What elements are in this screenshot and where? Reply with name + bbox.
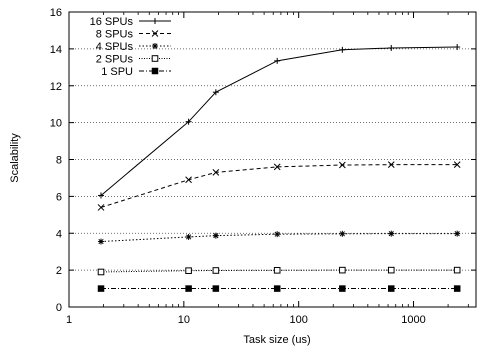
axes: 0 2 4 6 8 10 12 14 16 1 10 100 1000 [50, 7, 477, 326]
data-point [388, 285, 395, 292]
y-tick-label: 14 [50, 44, 62, 56]
y-tick-label: 4 [56, 228, 62, 240]
data-point [339, 266, 346, 274]
legend-entry: 1 SPU [101, 66, 171, 78]
series-2 [98, 230, 461, 245]
legend-label: 2 SPUs [96, 54, 134, 66]
data-point [185, 176, 192, 184]
data-point [212, 169, 220, 176]
y-tick-label: 0 [56, 302, 62, 314]
y-tick-label: 2 [56, 265, 62, 277]
data-point [273, 163, 281, 171]
legend-marker [151, 30, 159, 37]
series-4 [97, 285, 461, 292]
data-point [339, 46, 346, 53]
data-point [387, 266, 395, 274]
data-point [97, 204, 105, 211]
legend-marker [151, 67, 159, 75]
series-1 [97, 161, 461, 211]
data-point [212, 232, 219, 239]
data-point [98, 238, 105, 245]
data-point [453, 161, 461, 169]
data-point [185, 233, 192, 240]
data-point [338, 161, 346, 169]
legend-label: 4 SPUs [96, 41, 134, 53]
data-point [98, 192, 105, 199]
series-line [100, 233, 458, 243]
y-tick-label: 16 [50, 7, 62, 19]
data-point [339, 230, 346, 237]
legend-label: 8 SPUs [96, 29, 134, 41]
y-tick-label: 6 [56, 191, 62, 203]
data-point [273, 285, 281, 292]
data-point [273, 267, 281, 274]
data-point [454, 230, 461, 237]
data-point [339, 285, 346, 292]
x-tick-label: 100 [289, 314, 307, 326]
series-line [100, 164, 458, 208]
data-point [274, 57, 281, 64]
legend-entry: 4 SPUs [96, 41, 171, 53]
x-tick-label: 10 [178, 314, 190, 326]
grid-lines [69, 48, 476, 271]
data-point [97, 285, 105, 292]
series-3 [97, 266, 461, 276]
x-axis-label: Task size (us) [243, 334, 310, 346]
x-tick-label: 1000 [401, 314, 425, 326]
y-axis-label: Scalability [9, 133, 21, 183]
legend-marker [152, 18, 158, 24]
data-point [388, 44, 395, 51]
y-tick-label: 8 [56, 155, 62, 167]
legend-label: 16 SPUs [90, 16, 134, 28]
data-point [453, 266, 461, 274]
data-point [454, 44, 461, 51]
y-tick-label: 10 [50, 118, 62, 130]
legend-entry: 8 SPUs [96, 29, 171, 41]
data-point [274, 231, 281, 238]
y-tick-label: 12 [50, 81, 62, 93]
data-point [453, 285, 461, 292]
data-point [212, 89, 219, 96]
data-point [185, 118, 192, 125]
x-tick-label: 1 [66, 314, 72, 326]
data-point [212, 285, 220, 292]
legend-entry: 16 SPUs [90, 16, 171, 28]
legend-marker [151, 55, 159, 62]
data-point [185, 267, 192, 274]
data-series [97, 44, 461, 292]
legend-marker [152, 43, 158, 49]
data-point [388, 230, 395, 237]
series-0 [98, 44, 461, 199]
legend-label: 1 SPU [101, 66, 133, 78]
data-point [387, 161, 395, 169]
data-point [97, 268, 105, 276]
data-point [212, 267, 220, 274]
data-point [185, 285, 192, 292]
legend-entry: 2 SPUs [96, 54, 171, 66]
